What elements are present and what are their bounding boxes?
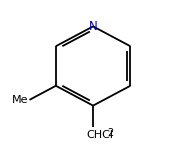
Text: CHCl: CHCl: [87, 130, 114, 140]
Text: 2: 2: [107, 128, 114, 138]
Text: N: N: [89, 20, 97, 33]
Text: Me: Me: [12, 95, 29, 105]
